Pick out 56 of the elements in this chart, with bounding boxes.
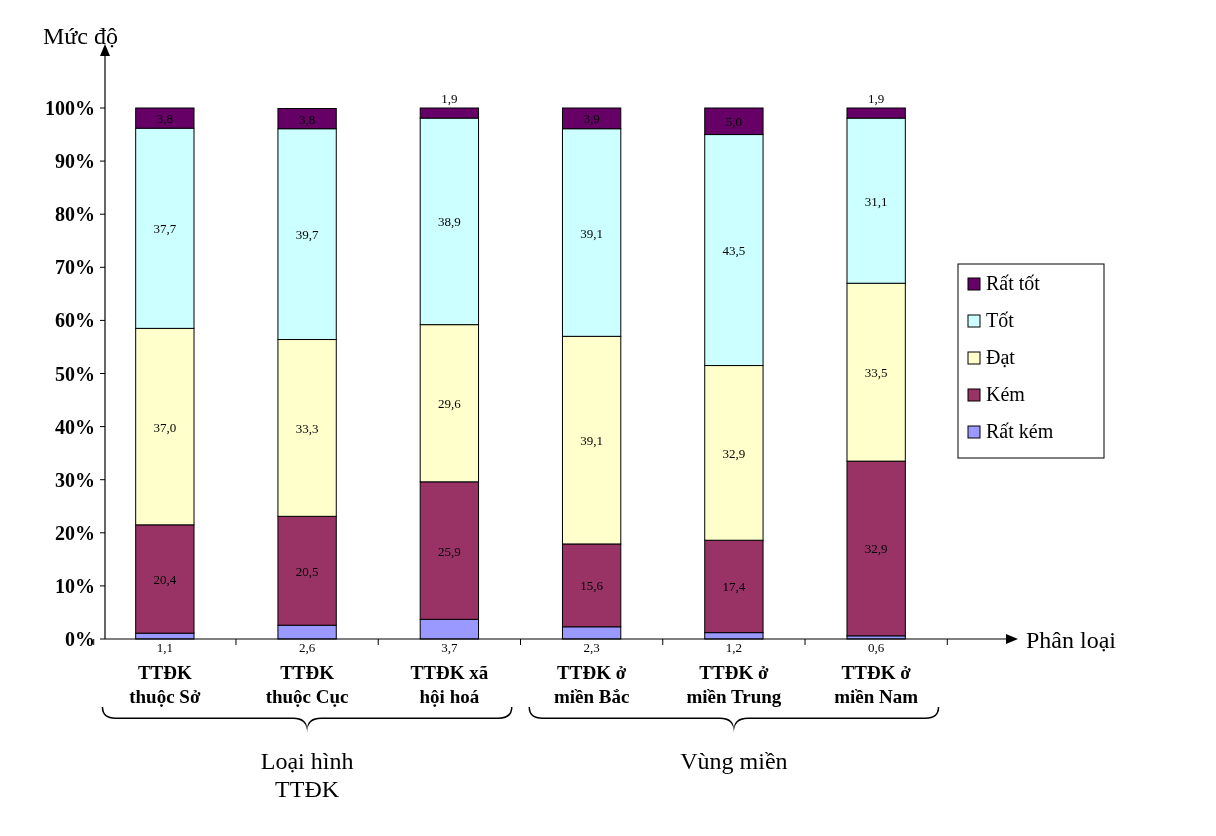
data-label: 33,5: [864, 365, 888, 381]
data-label: 17,4: [722, 579, 746, 595]
data-label: 3,8: [156, 111, 173, 127]
data-label: 29,6: [437, 396, 462, 412]
x-tick-label: TTĐK ở miền Bắc: [553, 662, 630, 707]
data-label: 37,0: [153, 419, 177, 435]
data-label: 33,3: [295, 420, 319, 436]
data-label: 39,7: [295, 227, 319, 243]
x-axis-title: Phân loại: [1026, 627, 1117, 653]
data-label: 3,9: [583, 111, 600, 127]
legend-label: Rất tốt: [986, 272, 1041, 294]
y-tick-label: 100%: [45, 97, 95, 119]
data-label: 1,1: [156, 640, 173, 655]
data-label: 37,7: [153, 221, 177, 237]
data-label: 3,7: [441, 640, 458, 655]
data-label: 5,0: [725, 114, 743, 130]
data-label: 20,5: [295, 563, 319, 579]
x-tick-label: TTĐK thuộc Sở: [129, 662, 201, 707]
y-tick-label: 60%: [55, 309, 95, 332]
y-tick-label: 80%: [55, 203, 95, 226]
y-tick-label: 30%: [55, 468, 95, 491]
y-tick-label: 50%: [55, 362, 95, 385]
y-axis-title: Mức độ: [43, 23, 118, 49]
data-label: 39,1: [580, 225, 604, 241]
x-tick-label: TTĐK thuộc Cục: [265, 662, 349, 707]
data-label: 32,9: [722, 445, 746, 461]
legend-label: Rất kém: [986, 420, 1054, 442]
text: Loại hình TTĐK: [260, 748, 354, 802]
data-label: 2,3: [583, 640, 600, 655]
data-label: 20,4: [153, 572, 177, 587]
y-tick-label: 10%: [55, 574, 95, 597]
y-tick-label: 70%: [55, 256, 95, 279]
x-tick-label: TTĐK ở miền Trung: [686, 662, 782, 707]
x-tick-label: TTĐK ở miền Nam: [834, 662, 919, 707]
text: Vùng miền: [680, 748, 788, 774]
data-label: 25,9: [437, 543, 461, 559]
data-label: 1,9: [441, 91, 458, 106]
data-label: 2,6: [298, 640, 316, 655]
data-label: 0,6: [868, 640, 885, 655]
legend-label: Tốt: [986, 309, 1015, 331]
data-label: 1,9: [868, 91, 885, 106]
x-tick-label: TTĐK xã hội hoá: [410, 662, 489, 707]
y-tick-label: 90%: [55, 150, 95, 173]
data-label: 1,2: [725, 640, 743, 655]
data-label: 39,1: [580, 433, 604, 449]
legend-label: Đạt: [986, 346, 1016, 368]
data-label: 43,5: [722, 243, 746, 259]
y-tick-label: 0%: [65, 628, 95, 650]
data-label: 31,1: [864, 193, 888, 209]
data-label: 3,8: [298, 111, 316, 127]
y-tick-label: 20%: [55, 521, 95, 544]
data-label: 32,9: [864, 541, 888, 557]
data-label: 38,9: [437, 214, 461, 230]
legend-label: Kém: [986, 383, 1026, 405]
y-tick-label: 40%: [55, 415, 95, 438]
data-label: 15,6: [580, 578, 604, 594]
